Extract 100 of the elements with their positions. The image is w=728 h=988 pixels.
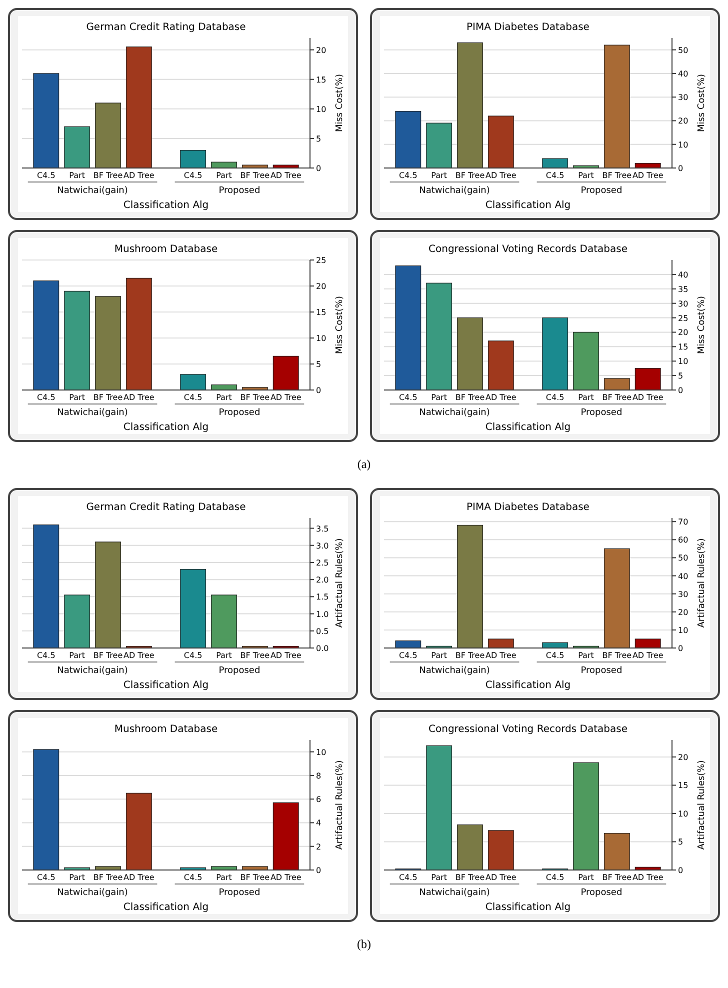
y-tick-label: 0.5: [316, 626, 329, 636]
bar: [457, 524, 483, 648]
x-tick-label: Proposed: [580, 888, 622, 898]
bar: [180, 569, 206, 648]
series-label: C4.5: [36, 873, 56, 882]
y-tick-label: 0: [316, 164, 322, 173]
chart-title: German Credit Rating Database: [86, 502, 246, 513]
y-tick-label: 50: [678, 46, 688, 55]
y-tick-label: 6: [316, 795, 322, 804]
text: (a): [357, 457, 371, 471]
text: Part: [578, 171, 594, 180]
bar: [457, 42, 483, 168]
y-axis-title: Miss Cost(%): [335, 74, 345, 132]
y-tick-label: 0.0: [316, 644, 329, 653]
series-label: BF Tree: [93, 873, 123, 882]
x-tick-label: Natwichai(gain): [57, 408, 128, 418]
bar: [272, 356, 299, 390]
x-axis-title: Classification Alg: [123, 422, 209, 433]
x-tick-label: Natwichai(gain): [419, 408, 490, 418]
y-axis-title: Artifactual Rules(%): [335, 760, 345, 850]
y-tick-label: 3.5: [316, 524, 329, 534]
y-tick-label: 2: [316, 842, 322, 852]
bar: [126, 792, 152, 870]
y-tick-label: 40: [678, 69, 688, 78]
x-tick-label: Proposed: [218, 666, 260, 676]
bar: [64, 290, 90, 390]
text: (b): [357, 937, 371, 951]
bar: [426, 122, 452, 168]
x-axis-title: Classification Alg: [485, 680, 571, 691]
bar: [604, 378, 630, 390]
text: C4.5: [184, 393, 202, 402]
bar: [573, 762, 599, 870]
series-label: C4.5: [36, 171, 56, 180]
series-label: AD Tree: [124, 171, 154, 180]
text: C4.5: [546, 651, 564, 660]
x-tick-label: Natwichai(gain): [419, 186, 490, 196]
series-label: C4.5: [36, 651, 56, 660]
text: Part: [216, 171, 232, 180]
bar: [488, 638, 514, 648]
text: AD Tree: [270, 393, 302, 402]
bar: [634, 368, 661, 390]
series-label: AD Tree: [124, 393, 154, 402]
x-tick-label: Proposed: [218, 408, 260, 418]
y-tick-label: 60: [678, 536, 688, 545]
y-tick-label: 20: [678, 116, 688, 126]
text: BF Tree: [240, 651, 270, 660]
series-label: BF Tree: [93, 171, 123, 180]
x-tick-label: Proposed: [580, 408, 622, 418]
y-tick-label: 40: [678, 270, 688, 280]
text: Part: [578, 651, 594, 660]
y-tick-label: 15: [316, 75, 326, 84]
series-label: C4.5: [398, 651, 418, 660]
series-label: Part: [69, 393, 85, 402]
text: AD Tree: [270, 171, 302, 180]
bar: [488, 116, 514, 168]
y-axis-title: Miss Cost(%): [697, 74, 707, 132]
bar: [457, 317, 483, 390]
x-axis-title: Classification Alg: [485, 902, 571, 913]
y-tick-label: 4: [316, 818, 322, 828]
x-tick-label: Natwichai(gain): [419, 666, 490, 676]
y-tick-label: 20: [678, 608, 688, 617]
series-label: BF Tree: [455, 873, 485, 882]
bar: [126, 46, 152, 168]
y-tick-label: 20: [678, 328, 688, 338]
bar: [211, 594, 237, 648]
y-axis-title: Miss Cost(%): [697, 296, 707, 354]
text: AD Tree: [270, 651, 302, 660]
y-tick-label: 30: [678, 93, 688, 102]
y-tick-label: 10: [678, 809, 688, 818]
x-axis-title: Classification Alg: [123, 902, 209, 913]
series-label: AD Tree: [486, 393, 516, 402]
series-label: BF Tree: [455, 171, 485, 180]
y-tick-label: 10: [678, 140, 688, 150]
y-tick-label: 15: [678, 781, 688, 790]
bar: [33, 73, 60, 168]
text: BF Tree: [602, 393, 632, 402]
bar: [573, 332, 599, 390]
y-tick-label: 50: [678, 554, 688, 563]
series-label: Part: [69, 651, 85, 660]
series-label: C4.5: [398, 393, 418, 402]
bar: [488, 830, 514, 870]
text: C4.5: [546, 171, 564, 180]
series-label: Part: [431, 171, 447, 180]
bar: [33, 280, 60, 390]
bar: [457, 824, 483, 870]
x-axis-title: Classification Alg: [123, 680, 209, 691]
y-tick-label: 0: [316, 386, 322, 395]
bar: [542, 317, 568, 390]
x-tick-label: Natwichai(gain): [57, 666, 128, 676]
y-tick-label: 0: [316, 866, 322, 875]
y-axis-title: Artifactual Rules(%): [335, 538, 345, 628]
y-axis-title: Artifactual Rules(%): [697, 538, 707, 628]
y-tick-label: 20: [678, 752, 688, 762]
bar: [64, 126, 90, 168]
y-tick-label: 10: [678, 626, 688, 635]
bar: [95, 296, 121, 390]
bar: [395, 110, 422, 168]
y-tick-label: 2.5: [316, 558, 329, 568]
y-axis-title: Miss Cost(%): [335, 296, 345, 354]
y-tick-label: 20: [316, 282, 326, 291]
